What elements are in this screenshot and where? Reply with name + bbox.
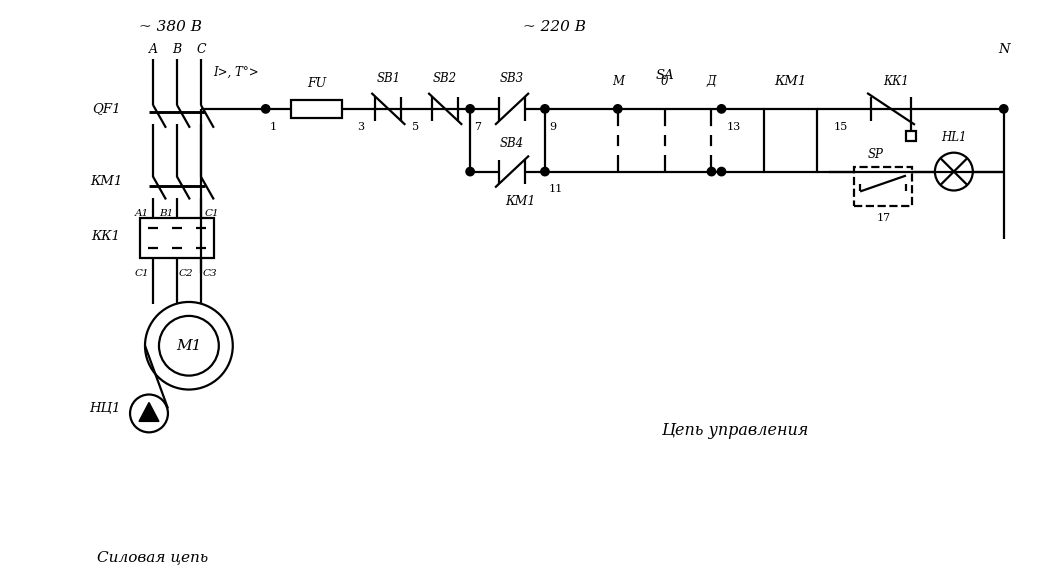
Text: 5: 5 (413, 122, 420, 132)
Text: SB1: SB1 (376, 71, 400, 84)
Text: M: M (611, 74, 624, 87)
Text: B1: B1 (159, 209, 173, 218)
Text: QF1: QF1 (92, 103, 120, 115)
Circle shape (540, 105, 549, 113)
Circle shape (1000, 105, 1008, 113)
Text: B: B (173, 43, 181, 56)
Text: C1: C1 (134, 268, 149, 278)
Bar (140, 219, 214, 258)
Text: SP: SP (868, 148, 884, 161)
Text: 13: 13 (727, 122, 740, 132)
Text: КК1: КК1 (92, 230, 120, 243)
Bar (764, 109, 818, 172)
Text: 15: 15 (833, 122, 847, 132)
Circle shape (466, 105, 474, 113)
Text: A: A (149, 43, 157, 56)
Circle shape (466, 168, 474, 176)
Text: КМ1: КМ1 (775, 74, 807, 87)
Text: A1: A1 (135, 209, 149, 218)
Polygon shape (139, 403, 159, 421)
Bar (291, 100, 342, 118)
Text: КМ1: КМ1 (505, 195, 535, 208)
Circle shape (614, 105, 622, 113)
Text: C1: C1 (205, 209, 220, 218)
Text: SB3: SB3 (500, 71, 525, 84)
Text: 17: 17 (877, 213, 891, 223)
Text: 3: 3 (357, 122, 364, 132)
Text: Силовая цепь: Силовая цепь (97, 550, 208, 564)
Text: HL1: HL1 (941, 131, 966, 144)
Text: N: N (998, 43, 1009, 56)
Text: НЦ1: НЦ1 (90, 402, 121, 415)
Text: ~ 380 В: ~ 380 В (139, 21, 202, 34)
Circle shape (540, 168, 549, 176)
Circle shape (708, 168, 716, 176)
Text: SB2: SB2 (433, 71, 458, 84)
Circle shape (262, 105, 270, 113)
Text: 1: 1 (270, 122, 276, 132)
Bar (906, 131, 916, 141)
Text: I>, T°>: I>, T°> (213, 66, 259, 79)
Text: C3: C3 (203, 268, 218, 278)
Text: КК1: КК1 (883, 74, 909, 87)
Text: SB4: SB4 (500, 137, 525, 150)
Text: 11: 11 (549, 185, 563, 195)
Text: ~ 220 В: ~ 220 В (524, 21, 586, 34)
Text: SA: SA (655, 69, 674, 81)
Circle shape (717, 168, 726, 176)
Text: C: C (196, 43, 205, 56)
Text: 9: 9 (549, 122, 556, 132)
Text: Цепь управления: Цепь управления (661, 422, 808, 439)
Circle shape (717, 105, 726, 113)
Text: FU: FU (307, 77, 326, 90)
Text: 7: 7 (474, 122, 482, 132)
Bar (854, 166, 912, 206)
Text: C2: C2 (179, 268, 194, 278)
Text: 0: 0 (661, 74, 668, 87)
Text: КМ1: КМ1 (90, 175, 122, 188)
Text: Д: Д (707, 74, 716, 87)
Text: M1: M1 (176, 339, 202, 353)
